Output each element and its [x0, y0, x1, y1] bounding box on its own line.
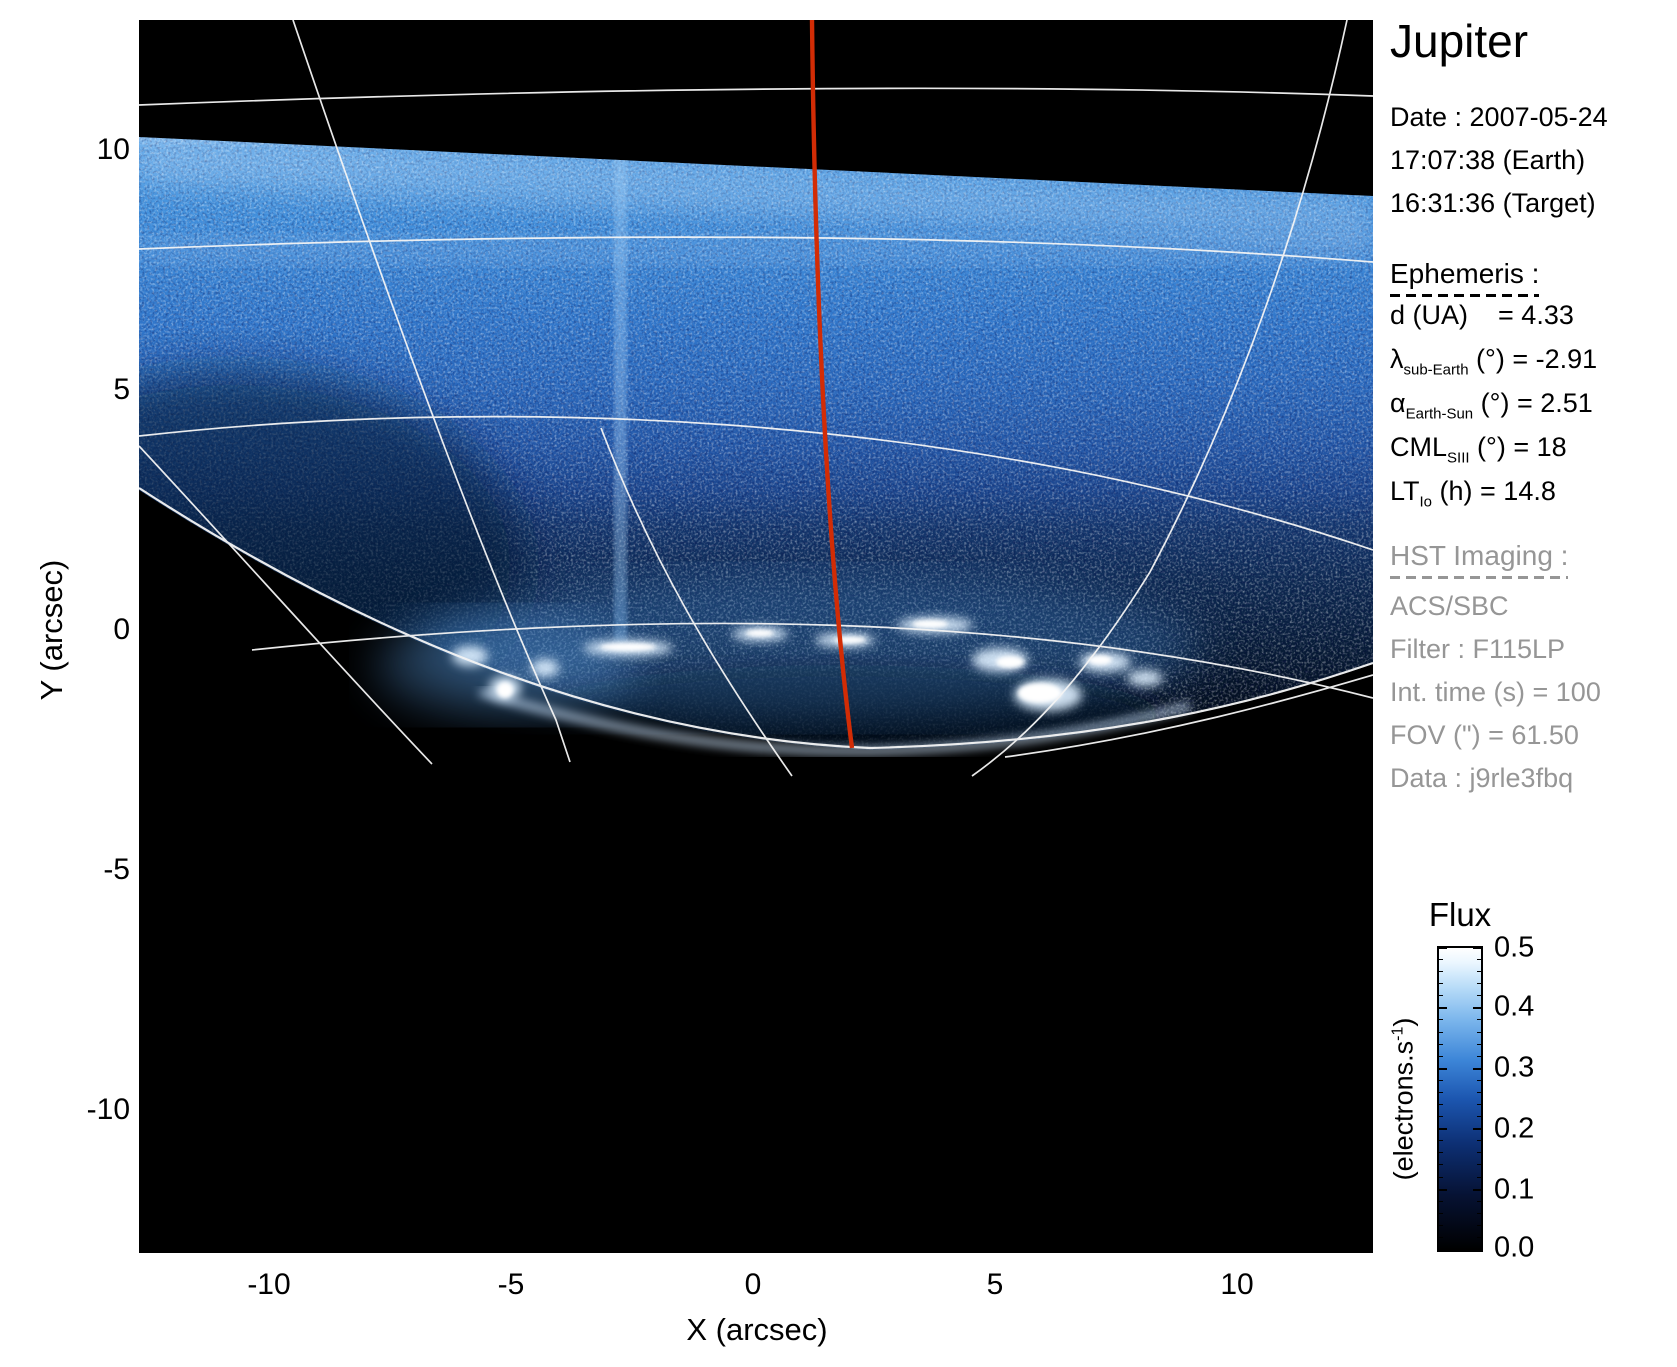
artifact-column: [614, 150, 627, 642]
ephemeris-row-cml: CMLSIII (°) = 18: [1390, 432, 1567, 467]
hst-int-time: Int. time (s) = 100: [1390, 677, 1601, 707]
colorbar-tick-label: 0.1: [1494, 1173, 1535, 1206]
meridian-line: [292, 20, 571, 763]
ephemeris-list: d (UA) = 4.33 λsub-Earth (°) = -2.91 αEa…: [1390, 300, 1597, 520]
limb-companion-curve: [1004, 674, 1373, 758]
y-axis-title: Y (arcsec): [34, 559, 69, 701]
date-block: Date : 2007-05-24 17:07:38 (Earth) 16:31…: [1390, 96, 1608, 225]
latitude-line: [139, 415, 1373, 551]
ephemeris-row-distance: d (UA) = 4.33: [1390, 300, 1574, 330]
hst-data-id: Data : j9rle3fbq: [1390, 763, 1574, 793]
hst-imaging-heading-text: HST Imaging :: [1390, 540, 1569, 579]
target-time-line: 16:31:36 (Target): [1390, 188, 1596, 218]
date-line: Date : 2007-05-24: [1390, 102, 1608, 132]
x-tick-label: 0: [744, 1268, 762, 1301]
ephemeris-row-subearth-lat: λsub-Earth (°) = -2.91: [1390, 344, 1598, 379]
earth-time-line: 17:07:38 (Earth): [1390, 145, 1586, 175]
x-tick-label: 5: [986, 1268, 1004, 1301]
latitude-line: [139, 236, 1373, 263]
latitude-line: [139, 87, 1373, 106]
page-title: Jupiter: [1390, 15, 1529, 67]
ephemeris-heading: Ephemeris :: [1390, 258, 1540, 297]
limb-glow: [478, 688, 1191, 755]
jupiter-uv-image: [139, 20, 1373, 777]
x-tick-label: -10: [247, 1268, 291, 1301]
colorbar-bar: [1437, 946, 1483, 1252]
y-tick-label: 5: [113, 373, 130, 406]
ephemeris-row-io-localtime: LTIo (h) = 14.8: [1390, 476, 1556, 511]
hst-fov: FOV (") = 61.50: [1390, 720, 1579, 750]
colorbar-title: Flux: [1428, 896, 1492, 933]
hst-imaging-list: ACS/SBC Filter : F115LP Int. time (s) = …: [1390, 585, 1601, 800]
colorbar-tick-label: 0.4: [1494, 990, 1535, 1023]
colorbar-tick-label: 0.5: [1494, 931, 1535, 964]
limb-curve: [139, 487, 1373, 750]
y-tick-label: -5: [103, 853, 130, 886]
meridian-line: [971, 20, 1348, 777]
y-tick-label: 0: [113, 613, 130, 646]
mid-bright-band: [139, 235, 1373, 265]
graticule: [139, 20, 1373, 777]
x-axis-title: X (arcsec): [686, 1312, 828, 1347]
ephemeris-heading-text: Ephemeris :: [1390, 258, 1540, 297]
meridian-line: [139, 445, 433, 765]
colorbar-tick-label: 0.3: [1494, 1051, 1535, 1084]
meridian-line: [600, 427, 793, 777]
red-meridian-line: [809, 20, 855, 749]
x-tick-label: 10: [1220, 1268, 1254, 1301]
hst-instrument: ACS/SBC: [1390, 591, 1509, 621]
y-tick-label: 10: [96, 133, 130, 166]
latitude-line: [251, 622, 1373, 699]
ephemeris-row-phase-angle: αEarth-Sun (°) = 2.51: [1390, 388, 1593, 423]
hst-imaging-heading: HST Imaging :: [1390, 540, 1569, 579]
x-tick-label: -5: [497, 1268, 525, 1301]
colorbar-tick-label: 0.0: [1494, 1231, 1535, 1264]
colorbar-unit-label: (electrons.s-1): [1388, 1017, 1419, 1181]
aurora: [375, 576, 1200, 755]
colorbar-tick-label: 0.2: [1494, 1112, 1535, 1145]
image-plot-area: [139, 20, 1373, 1253]
top-bright-band: [139, 137, 1373, 246]
hst-filter: Filter : F115LP: [1390, 634, 1566, 664]
y-tick-label: -10: [86, 1093, 130, 1126]
